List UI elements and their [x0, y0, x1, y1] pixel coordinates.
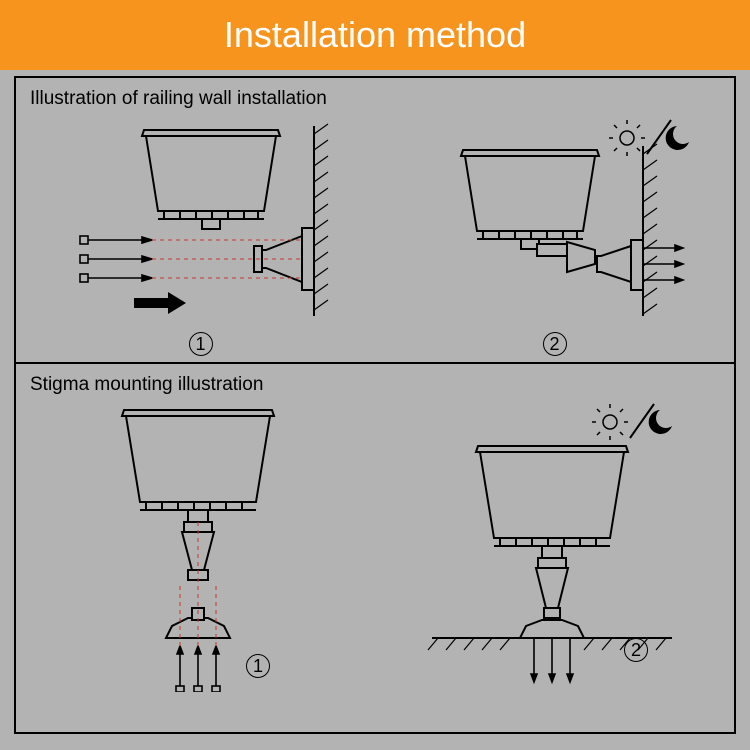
step-number: 1: [246, 654, 270, 678]
panel-post: Stigma mounting illustration: [16, 364, 734, 732]
post-step-1: 1: [48, 402, 348, 722]
step-number: 2: [624, 638, 648, 662]
panel-wall-title: Illustration of railing wall installatio…: [30, 88, 720, 110]
wall-step-2-svg: [405, 116, 705, 326]
panel-post-title: Stigma mounting illustration: [30, 374, 720, 396]
panel-wall: Illustration of railing wall installatio…: [16, 78, 734, 364]
wall-step-2: 2: [405, 116, 705, 356]
wall-step-1-svg: [46, 116, 356, 326]
post-step-1-svg: [48, 402, 348, 692]
step-number: 1: [189, 332, 213, 356]
wall-step-1: 1: [46, 116, 356, 356]
sun-moon-icon: [609, 120, 689, 156]
header-bar: Installation method: [0, 0, 750, 70]
step-number: 2: [543, 332, 567, 356]
panel-wall-row: 1: [30, 116, 720, 356]
post-step-2-svg: [402, 402, 702, 692]
outer-frame: Illustration of railing wall installatio…: [14, 76, 736, 734]
post-step-2: 2: [402, 402, 702, 722]
sun-moon-icon: [592, 404, 672, 440]
panel-post-row: 1: [30, 402, 720, 722]
header-title: Installation method: [224, 14, 526, 56]
arrow-icon: [134, 292, 186, 314]
